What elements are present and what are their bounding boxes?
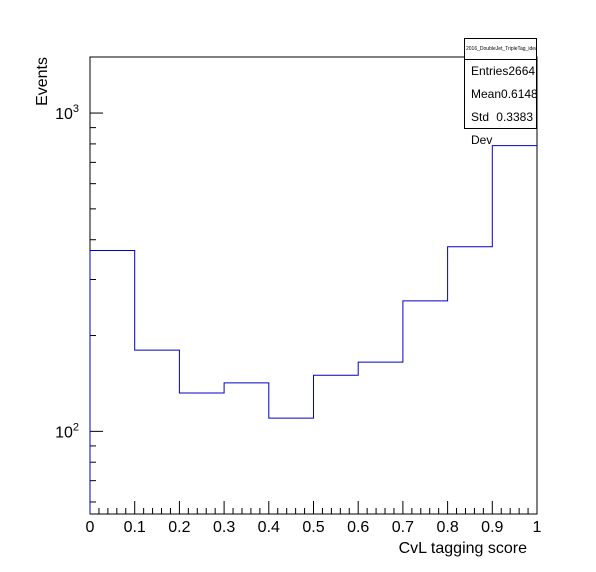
stats-mean-row: Mean 0.6148 (465, 83, 538, 106)
x-axis-title: CvL tagging score (399, 540, 527, 557)
x-tick-label: 0.6 (347, 519, 369, 536)
axis-ticks (89, 112, 538, 514)
y-tick-label: 103 (55, 103, 79, 123)
x-tick-label: 0.8 (436, 519, 458, 536)
y-tick-labels: 102 103 (55, 103, 79, 441)
x-tick-label: 0.9 (481, 519, 503, 536)
stats-entries-row: Entries 2664 (465, 60, 536, 83)
histogram-line (89, 145, 537, 514)
stats-entries-label: Entries (471, 64, 509, 78)
x-tick-label: 0.1 (124, 519, 146, 536)
x-tick-label: 0.4 (258, 519, 280, 536)
stats-box: 2016_DoubleJet_TripleTag_ideal_CvL Entri… (464, 38, 538, 147)
x-tick-label: 0.5 (302, 519, 324, 536)
x-tick-labels: 0 0.1 0.2 0.3 0.4 0.5 0.6 0.7 0.8 0.9 1 (86, 519, 542, 536)
stats-std-row: Std Dev 0.3383 (465, 106, 536, 147)
x-tick-label: 1 (533, 519, 542, 536)
x-tick-label: 0.3 (213, 519, 235, 536)
x-tick-label: 0.7 (392, 519, 414, 536)
stats-mean-value: 0.6148 (501, 87, 538, 101)
x-tick-label: 0 (86, 519, 95, 536)
stats-std-label: Std Dev (471, 110, 493, 147)
y-tick-label: 102 (55, 421, 79, 441)
y-axis-title: Events (34, 57, 51, 106)
stats-mean-label: Mean (471, 87, 502, 101)
stats-entries-value: 2664 (508, 64, 536, 78)
stats-std-value: 0.3383 (496, 110, 533, 124)
x-tick-label: 0.2 (168, 519, 190, 536)
stats-title: 2016_DoubleJet_TripleTag_ideal_CvL (465, 39, 536, 60)
